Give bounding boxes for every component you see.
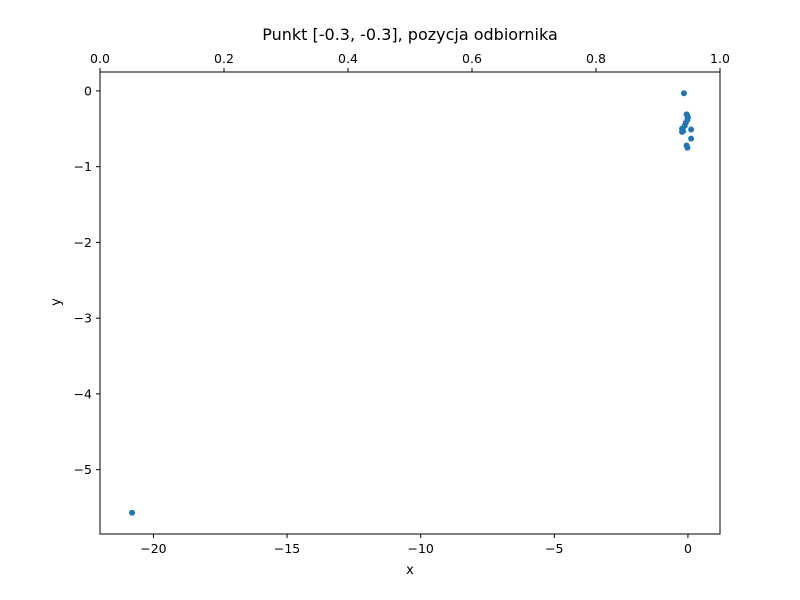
y-tick-label: −5: [74, 462, 92, 477]
scatter-point: [688, 126, 695, 133]
scatter-point: [680, 128, 687, 135]
x-tick-label: −20: [140, 541, 166, 556]
y-axis-label: y: [49, 298, 64, 306]
y-tick-label: 0: [84, 83, 92, 98]
x-tick-label: −5: [545, 541, 563, 556]
top-tick-label: 1.0: [710, 51, 730, 66]
y-tick-label: −4: [74, 386, 92, 401]
top-tick-label: 0.2: [214, 51, 234, 66]
scatter-point: [688, 135, 695, 142]
top-tick-label: 0.6: [462, 51, 482, 66]
x-tick-label: −10: [407, 541, 433, 556]
y-tick-label: −1: [74, 159, 92, 174]
data-points: [129, 90, 695, 516]
y-tick-label: −2: [74, 235, 92, 250]
x-tick-label: 0: [684, 541, 692, 556]
scatter-point: [680, 90, 687, 97]
x-tick-label: −15: [274, 541, 300, 556]
chart-title: Punkt [-0.3, -0.3], pozycja odbiornika: [262, 25, 558, 44]
scatter-point: [684, 144, 691, 151]
x-axis-label: x: [406, 563, 414, 578]
y-tick-label: −3: [74, 311, 92, 326]
scatter-point: [129, 509, 136, 516]
top-tick-label: 0.8: [586, 51, 606, 66]
axis-ticks: −20 −15 −10 −5 0 0 −1 −2 −3 −4 −5 0.0 0.2 0.4 0.6 0.8 1.…: [74, 51, 730, 556]
top-tick-label: 0.0: [90, 51, 110, 66]
plot-area-frame: [99, 71, 721, 535]
top-tick-label: 0.4: [338, 51, 358, 66]
